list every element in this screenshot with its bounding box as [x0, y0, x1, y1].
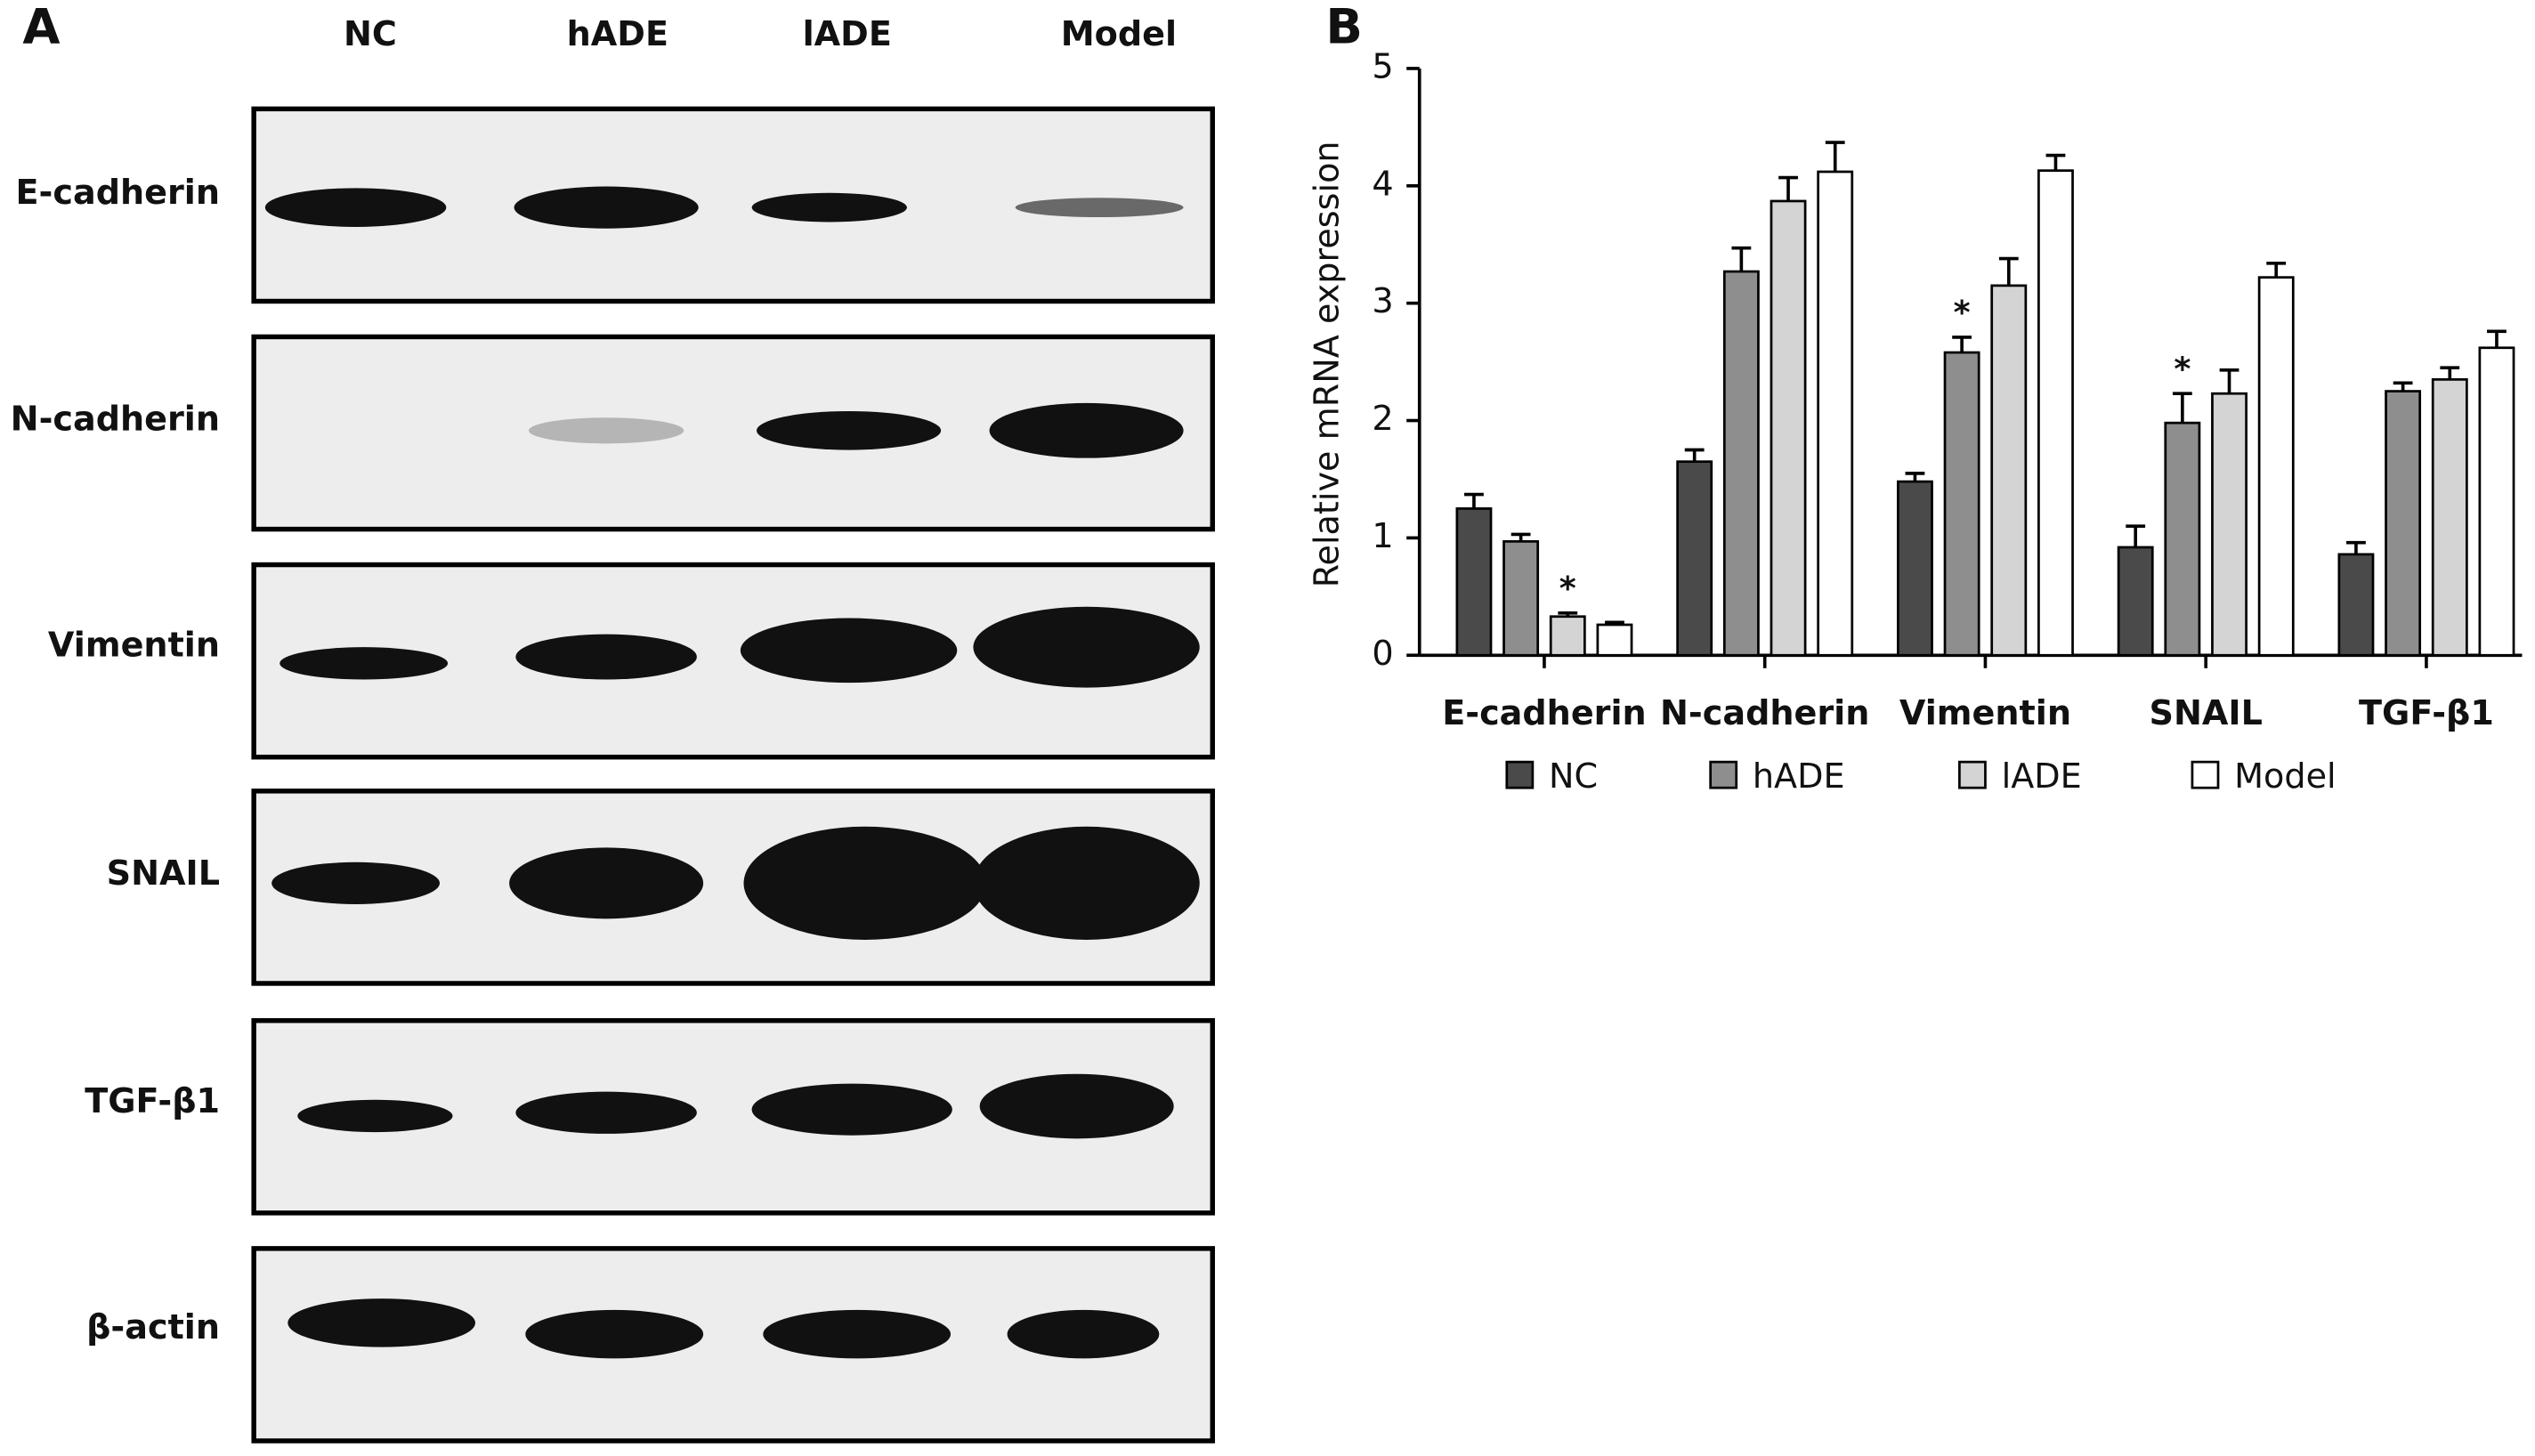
bar [2478, 346, 2515, 657]
legend-swatch [1958, 760, 1987, 789]
bar [1676, 460, 1713, 657]
bar [2385, 390, 2422, 657]
protein-label: SNAIL [107, 853, 220, 893]
bands [264, 186, 1200, 1359]
bar [2431, 378, 2468, 657]
panel-label: A [22, 0, 60, 54]
bar [2211, 392, 2247, 657]
y-tick-label: 0 [1372, 634, 1393, 673]
bar [1455, 507, 1493, 657]
y-axis-label: Relative mRNA expression [1308, 141, 1347, 587]
y-tick-label: 2 [1372, 399, 1393, 438]
x-tick-label: E-cadherin [1442, 693, 1647, 732]
x-tick-label: N-cadherin [1660, 693, 1869, 732]
significance-mark: * [2174, 350, 2191, 388]
lane-label: Model [1061, 14, 1177, 53]
bar [1897, 480, 1933, 657]
bar [2117, 546, 2154, 657]
protein-label: Vimentin [48, 626, 220, 665]
bar [1770, 199, 1807, 657]
lane-label: hADE [567, 14, 668, 53]
x-tick-label: SNAIL [2150, 693, 2263, 732]
bar [1722, 270, 1760, 657]
bar [1549, 615, 1586, 657]
legend-swatch [1709, 760, 1738, 789]
legend-label: lADE [2002, 756, 2082, 796]
bar [2037, 169, 2074, 657]
protein-label: N-cadherin [11, 399, 220, 438]
panel-label: B [1325, 0, 1363, 54]
legend-label: NC [1549, 756, 1598, 796]
bar [2337, 553, 2375, 657]
lane-label: NC [344, 14, 397, 53]
significance-mark: * [1954, 293, 1971, 331]
protein-label: β-actin [86, 1307, 220, 1347]
bar [1817, 170, 1854, 657]
y-tick-label: 4 [1372, 164, 1393, 203]
significance-mark: * [1559, 569, 1576, 607]
y-tick-label: 3 [1372, 281, 1393, 320]
x-tick-label: TGF-β1 [2359, 693, 2494, 732]
bar [1943, 351, 1980, 657]
legend-swatch [1505, 760, 1535, 789]
protein-label: TGF-β1 [85, 1081, 220, 1120]
legend-swatch [2191, 760, 2220, 789]
lane-label: lADE [803, 14, 892, 53]
bar [2257, 276, 2295, 657]
x-tick-label: Vimentin [1899, 693, 2071, 732]
legend-label: Model [2234, 756, 2336, 796]
y-tick-label: 5 [1372, 46, 1393, 85]
bar [1990, 284, 2028, 657]
bar [1502, 539, 1540, 657]
blot-panel: A NC hADE lADE Model E-cadherin N-cadher… [11, 0, 1215, 1444]
bar [1596, 623, 1633, 657]
protein-label: E-cadherin [16, 173, 220, 212]
y-tick-label: 1 [1372, 516, 1393, 555]
legend-label: hADE [1753, 756, 1845, 796]
bar [2164, 421, 2201, 657]
